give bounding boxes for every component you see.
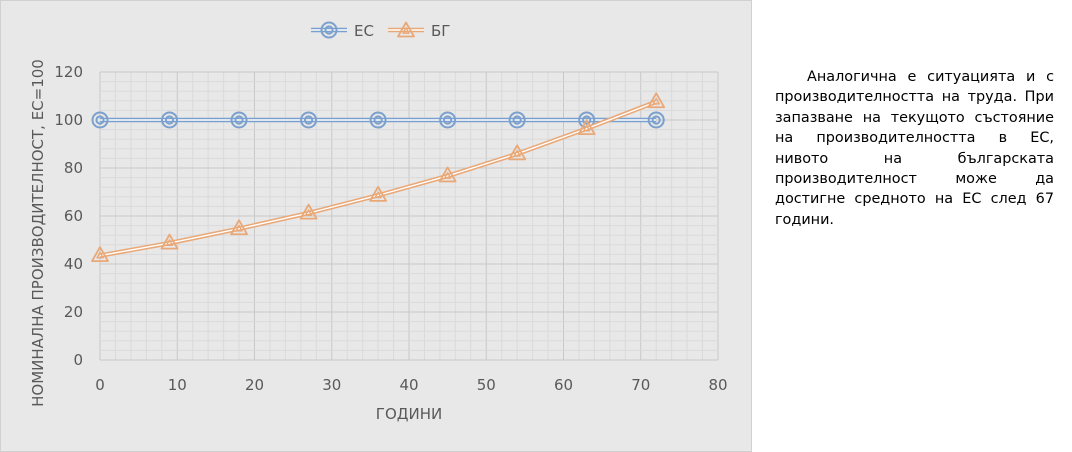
triangle-marker	[160, 233, 179, 250]
productivity-chart: 0 20 40 60 80 100 120 0 10 20 30 40 50 60 70 80 ЕС БГ Г…	[0, 0, 752, 452]
triangle-marker	[299, 203, 318, 220]
y-tick-label: 60	[64, 207, 83, 225]
marker-outer-ring	[230, 111, 248, 129]
x-axis-ticks: 0 10 20 30 40 50 60 70 80	[95, 376, 727, 394]
marker-inner-ring	[234, 115, 244, 125]
marker-inner-ring	[95, 115, 105, 125]
triangle-marker	[397, 21, 415, 38]
triangle-marker	[647, 92, 666, 109]
marker-inner-ring	[443, 115, 453, 125]
marker-outer-ring	[300, 111, 318, 129]
series-layer	[91, 92, 666, 263]
marker-outer-triangle	[508, 144, 527, 161]
marker-outer-triangle	[369, 185, 388, 202]
legend-item: ЕС	[311, 21, 374, 40]
x-tick-label: 50	[477, 376, 496, 394]
x-tick-label: 70	[631, 376, 650, 394]
circle-marker	[320, 21, 338, 39]
marker-inner-triangle	[374, 191, 382, 199]
marker-inner-triangle	[652, 97, 660, 105]
triangle-marker	[438, 166, 457, 183]
y-tick-label: 20	[64, 303, 83, 321]
circle-marker	[230, 111, 248, 129]
marker-outer-triangle	[91, 246, 109, 263]
marker-outer-ring	[439, 111, 457, 129]
legend-label: БГ	[431, 22, 450, 40]
y-tick-label: 80	[64, 159, 83, 177]
circle-marker	[161, 111, 179, 129]
circle-marker	[369, 111, 387, 129]
legend-item: БГ	[388, 21, 450, 40]
triangle-marker	[230, 219, 248, 236]
marker-inner-ring	[373, 115, 383, 125]
triangle-marker	[577, 119, 596, 136]
circle-marker	[91, 111, 109, 129]
y-tick-label: 0	[73, 351, 83, 369]
marker-outer-triangle	[647, 92, 666, 109]
marker-inner-triangle	[165, 239, 174, 247]
triangle-marker	[91, 246, 109, 263]
marker-inner-triangle	[304, 209, 313, 217]
marker-outer-ring	[161, 111, 179, 129]
marker-inner-ring	[324, 25, 334, 35]
x-axis-title: ГОДИНИ	[376, 405, 442, 423]
marker-inner-ring	[303, 115, 314, 125]
marker-inner-triangle	[235, 224, 243, 232]
legend-label: ЕС	[354, 22, 374, 40]
marker-outer-triangle	[160, 233, 179, 250]
marker-inner-ring	[512, 115, 522, 125]
marker-inner-triangle	[443, 172, 452, 179]
marker-inner-triangle	[96, 251, 104, 259]
marker-inner-ring	[164, 115, 175, 125]
y-axis-ticks: 0 20 40 60 80 100 120	[54, 63, 83, 369]
circle-marker	[508, 111, 526, 129]
x-tick-label: 30	[322, 376, 341, 394]
marker-outer-triangle	[230, 219, 248, 236]
circle-marker	[439, 111, 457, 129]
series-bg	[91, 92, 666, 263]
marker-inner-triangle	[513, 149, 521, 157]
triangle-marker	[508, 144, 527, 161]
marker-inner-triangle	[402, 27, 410, 34]
x-tick-label: 40	[399, 376, 418, 394]
triangle-marker	[369, 185, 388, 202]
marker-outer-ring	[320, 21, 338, 39]
marker-inner-triangle	[582, 124, 591, 132]
marker-inner-ring	[651, 115, 661, 125]
marker-outer-triangle	[397, 21, 415, 38]
x-tick-label: 0	[95, 376, 105, 394]
x-tick-label: 80	[708, 376, 727, 394]
marker-inner-ring	[582, 115, 592, 125]
marker-outer-triangle	[438, 166, 457, 183]
x-tick-label: 10	[168, 376, 187, 394]
series-ec	[91, 111, 665, 129]
chart-area: 0 20 40 60 80 100 120 0 10 20 30 40 50 60 70 80 ЕС БГ Г…	[0, 0, 752, 452]
marker-outer-triangle	[299, 203, 318, 220]
side-paragraph: Аналогична е ситуацията и с производител…	[775, 69, 1054, 228]
series-line-inner	[99, 101, 657, 257]
marker-outer-ring	[369, 111, 387, 129]
x-tick-label: 60	[554, 376, 573, 394]
y-tick-label: 100	[54, 111, 83, 129]
marker-outer-ring	[647, 111, 665, 129]
x-tick-label: 20	[245, 376, 264, 394]
legend: ЕС БГ	[311, 21, 450, 40]
marker-outer-triangle	[577, 119, 596, 136]
marker-outer-ring	[508, 111, 526, 129]
circle-marker	[647, 111, 665, 129]
y-tick-label: 40	[64, 255, 83, 273]
marker-outer-ring	[91, 111, 109, 129]
y-axis-title: НОМИНАЛНА ПРОИЗВОДИТЕЛНОСТ, ЕС=100	[29, 59, 47, 407]
circle-marker	[300, 111, 318, 129]
y-tick-label: 120	[54, 63, 83, 81]
